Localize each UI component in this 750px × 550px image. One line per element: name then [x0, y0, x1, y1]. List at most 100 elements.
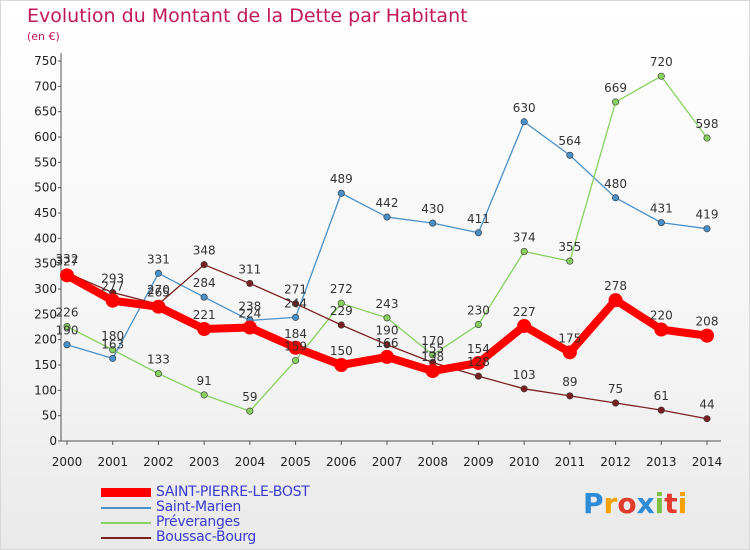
data-label: 61 — [654, 389, 669, 403]
series-point — [425, 364, 440, 379]
series-point — [566, 257, 574, 265]
series-point — [520, 118, 528, 126]
data-label: 184 — [284, 327, 307, 341]
y-tick-label: 300 — [34, 282, 57, 296]
series-point — [109, 354, 117, 362]
series-point — [292, 313, 300, 321]
series-point — [520, 248, 528, 256]
data-label: 244 — [284, 296, 307, 310]
legend-swatch — [101, 521, 151, 524]
series-point — [292, 300, 300, 308]
series-point — [703, 134, 711, 142]
series-point — [517, 318, 532, 333]
data-label: 293 — [101, 272, 124, 286]
data-label: 411 — [467, 212, 490, 226]
series-point — [197, 322, 212, 337]
data-label: 630 — [513, 101, 536, 115]
series-point — [612, 98, 620, 106]
data-label: 227 — [513, 305, 536, 319]
x-tick-label: 2009 — [463, 455, 494, 469]
y-tick-label: 0 — [49, 434, 57, 448]
y-tick-label: 700 — [34, 79, 57, 93]
y-tick-label: 200 — [34, 333, 57, 347]
data-label: 442 — [376, 196, 399, 210]
data-label: 75 — [608, 382, 623, 396]
data-label: 277 — [101, 280, 124, 294]
series-point — [288, 340, 303, 355]
legend: SAINT-PIERRE-LE-BOST Saint-Marien Préveran… — [101, 485, 310, 545]
series-point — [60, 268, 74, 283]
data-label: 138 — [421, 350, 444, 364]
data-label: 270 — [147, 283, 170, 297]
series-point — [562, 345, 577, 360]
x-tick-label: 2007 — [372, 455, 403, 469]
series-point — [334, 358, 349, 372]
x-tick-label: 2000 — [52, 455, 83, 469]
series-point — [200, 391, 208, 399]
data-label: 103 — [513, 368, 536, 382]
data-label: 150 — [330, 344, 353, 358]
y-tick-label: 500 — [34, 181, 57, 195]
x-tick-label: 2006 — [326, 455, 357, 469]
series-point — [337, 321, 345, 329]
y-tick-label: 600 — [34, 130, 57, 144]
data-label: 355 — [558, 240, 581, 254]
data-label: 89 — [562, 375, 577, 389]
data-label: 278 — [604, 279, 627, 293]
x-tick-label: 2014 — [692, 455, 723, 469]
data-label: 59 — [242, 390, 257, 404]
data-label: 229 — [330, 304, 353, 318]
x-tick-label: 2001 — [97, 455, 128, 469]
x-tick-label: 2012 — [600, 455, 631, 469]
legend-item: SAINT-PIERRE-LE-BOST — [101, 485, 310, 500]
series-point — [200, 261, 208, 269]
series-point — [608, 293, 623, 308]
series-point — [383, 314, 391, 322]
series-point — [154, 370, 162, 378]
data-label: 238 — [238, 299, 261, 313]
series-point — [612, 399, 620, 407]
series-point — [703, 415, 711, 423]
x-tick-label: 2010 — [509, 455, 540, 469]
series-point — [566, 151, 574, 159]
series-point — [63, 341, 71, 349]
series-point — [105, 293, 120, 308]
series-point — [151, 299, 166, 314]
unit-label: (en €) — [27, 30, 60, 43]
data-label: 159 — [284, 339, 307, 353]
series-point — [703, 225, 711, 233]
data-label: 598 — [696, 117, 719, 131]
y-tick-label: 650 — [34, 105, 57, 119]
y-tick-label: 750 — [34, 54, 57, 68]
series-point — [657, 72, 665, 80]
y-tick-label: 550 — [34, 155, 57, 169]
legend-item: Boussac-Bourg — [101, 530, 309, 545]
data-label: 180 — [101, 329, 124, 343]
legend-swatch — [101, 536, 151, 539]
legend-label: Préveranges — [156, 514, 240, 530]
series-point — [429, 219, 437, 227]
x-tick-label: 2008 — [417, 455, 448, 469]
data-label: 175 — [558, 331, 581, 345]
data-label: 489 — [330, 172, 353, 186]
data-label: 166 — [376, 336, 399, 350]
data-label: 208 — [696, 315, 719, 329]
series-point — [63, 322, 71, 330]
data-label: 163 — [101, 337, 124, 351]
series-point — [654, 322, 669, 337]
series-point — [246, 279, 254, 287]
data-label: 272 — [330, 282, 353, 296]
data-label: 154 — [467, 342, 490, 356]
y-tick-label: 250 — [34, 307, 57, 321]
y-tick-label: 350 — [34, 257, 57, 271]
legend-label: Saint-Marien — [156, 499, 241, 515]
series-point — [612, 194, 620, 202]
proxiti-logo: Proxiti — [583, 487, 688, 520]
data-label: 44 — [699, 398, 714, 412]
series-point — [200, 293, 208, 301]
data-label: 91 — [197, 374, 212, 388]
x-tick-label: 2011 — [555, 455, 586, 469]
series-point — [429, 351, 437, 359]
